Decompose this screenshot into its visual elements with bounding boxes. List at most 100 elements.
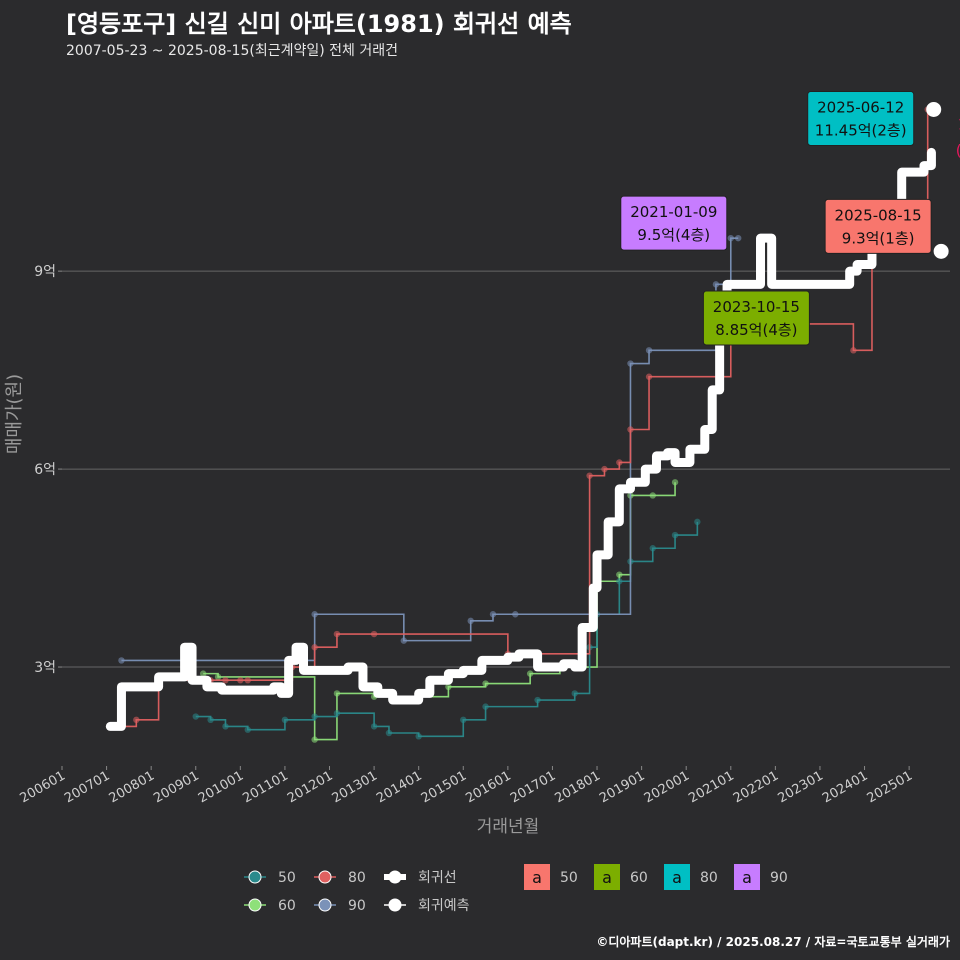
legend-swatch-dot xyxy=(248,898,262,912)
annotation-box-box60: 2023-10-15 8.85억(4층) xyxy=(702,290,810,346)
data-point-50 xyxy=(333,710,341,717)
data-point-50 xyxy=(571,690,578,697)
x-tick-label: 200901 xyxy=(151,768,201,806)
data-point-80 xyxy=(645,373,653,380)
prediction-price-label: 114,500 xyxy=(958,115,960,133)
data-point-80 xyxy=(237,677,244,684)
x-tick-label: 200601 xyxy=(18,768,68,806)
legend-swatch-dot xyxy=(248,870,262,884)
legend-box-swatch xyxy=(664,864,690,890)
legend-item-80: 80 xyxy=(314,870,366,886)
legend-label: 50 xyxy=(278,870,296,886)
data-point-90 xyxy=(467,617,474,625)
x-tick-label: 201301 xyxy=(330,768,380,806)
data-point-90 xyxy=(400,637,408,644)
annotation-date: 2025-08-15 xyxy=(835,206,922,224)
x-tick-label: 202001 xyxy=(642,768,692,806)
annotation-value: 11.45억(2층) xyxy=(815,121,907,139)
x-tick-label: 202201 xyxy=(731,768,781,806)
data-point-60 xyxy=(649,492,656,499)
x-axis-ticks: 2006012007012008012009012010012011012012… xyxy=(18,766,915,806)
y-tick-label: 3억 xyxy=(34,660,56,676)
x-tick-label: 201401 xyxy=(374,768,424,806)
legend-swatch-dot xyxy=(388,870,402,884)
data-point-60 xyxy=(616,571,623,578)
data-point-90 xyxy=(645,347,653,354)
data-point-50 xyxy=(385,729,393,737)
legend-box-glyph: a xyxy=(532,868,542,887)
grid-lines xyxy=(62,270,950,668)
legend-item-pred: 회귀예측 xyxy=(384,898,470,914)
x-axis-label: 거래년월 xyxy=(477,817,540,837)
data-point-50 xyxy=(460,716,467,724)
annotation-box-box90: 2021-01-09 9.5억(4층) xyxy=(620,195,728,251)
data-point-90 xyxy=(118,657,125,664)
data-point-50 xyxy=(482,703,489,710)
prediction-point xyxy=(926,101,942,117)
data-point-90 xyxy=(735,234,742,242)
data-point-50 xyxy=(616,578,623,585)
x-tick-label: 202101 xyxy=(686,768,736,806)
data-point-80 xyxy=(222,677,229,684)
y-axis-ticks: 3억 6억 9억 xyxy=(34,264,62,676)
annotation-date: 2025-06-12 xyxy=(817,98,904,116)
x-tick-label: 202401 xyxy=(820,768,870,806)
x-tick-label: 202301 xyxy=(775,768,825,806)
y-axis-label: 매매가(원) xyxy=(4,374,25,454)
legend-box-label: 80 xyxy=(700,870,718,886)
legend: 50 80 회귀선 60 90 회귀예측 a 50 a 60 a 80 a 90 xyxy=(244,864,788,914)
annotation-box-bg xyxy=(824,198,932,254)
data-point-90 xyxy=(311,611,318,618)
regression-line xyxy=(105,147,936,731)
data-point-90 xyxy=(512,611,519,618)
legend-box-label: 90 xyxy=(770,870,788,886)
annotation-box-bg xyxy=(620,195,728,251)
series-line-50 xyxy=(195,521,699,738)
prediction-area-label: (~80㎡) xyxy=(956,141,960,159)
legend-box-label: 50 xyxy=(560,870,578,886)
legend-box-glyph: a xyxy=(602,868,612,887)
data-point-50 xyxy=(671,531,679,539)
data-point-80 xyxy=(133,716,140,724)
legend-box-label: 60 xyxy=(630,870,648,886)
legend-item-reg: 회귀선 xyxy=(384,870,457,886)
data-point-50 xyxy=(207,716,214,724)
legend-box-glyph: a xyxy=(742,868,752,887)
legend-swatch-dot xyxy=(318,870,332,884)
legend-label: 80 xyxy=(348,870,366,886)
x-tick-label: 201101 xyxy=(240,768,290,806)
series-layer xyxy=(105,101,949,743)
data-point-50 xyxy=(222,723,229,730)
data-point-90 xyxy=(727,234,734,242)
data-point-80 xyxy=(370,630,378,638)
annotation-value: 9.5억(4층) xyxy=(637,226,710,244)
x-tick-label: 201201 xyxy=(285,768,335,806)
series-line-90 xyxy=(121,237,739,662)
data-point-90 xyxy=(627,360,634,367)
x-tick-label: 201801 xyxy=(553,768,603,806)
legend-label: 회귀예측 xyxy=(418,898,470,914)
legend-box-box60: a 60 xyxy=(594,864,648,890)
data-point-80 xyxy=(586,472,593,479)
legend-item-90: 90 xyxy=(314,898,366,914)
annotation-layer: 114,500(~80㎡)93,000(~50㎡)2025-08-159.3억(… xyxy=(620,90,960,346)
series-line-80 xyxy=(121,109,929,728)
data-point-90 xyxy=(712,281,720,288)
legend-label: 90 xyxy=(348,898,366,914)
x-tick-label: 201701 xyxy=(508,768,558,806)
legend-box-box50: a 50 xyxy=(524,864,578,890)
data-point-50 xyxy=(244,726,251,733)
annotation-date: 2021-01-09 xyxy=(630,203,717,221)
data-point-80 xyxy=(850,347,857,354)
data-point-60 xyxy=(199,670,207,677)
legend-item-60: 60 xyxy=(244,898,296,914)
data-point-80 xyxy=(616,459,623,466)
legend-item-50: 50 xyxy=(244,870,296,886)
data-point-90 xyxy=(489,611,497,618)
x-tick-label: 201601 xyxy=(463,768,513,806)
annotation-value: 9.3억(1층) xyxy=(842,229,915,247)
prediction-point xyxy=(933,243,949,259)
data-point-60 xyxy=(526,670,534,677)
legend-label: 60 xyxy=(278,898,296,914)
